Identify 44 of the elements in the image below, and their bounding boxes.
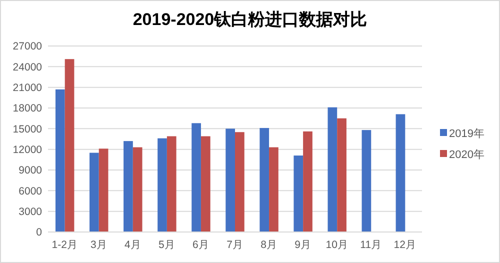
- y-tick-label: 21000: [12, 82, 42, 94]
- y-tick-label: 18000: [12, 102, 42, 115]
- bar: [64, 59, 74, 232]
- bar: [90, 152, 99, 232]
- chart-title: 2019-2020钛白粉进口数据对比: [132, 10, 368, 29]
- x-tick-label: 6月: [192, 239, 210, 251]
- bar: [328, 107, 338, 232]
- x-tick-label: 5月: [158, 239, 176, 251]
- y-tick-label: 3000: [18, 206, 42, 218]
- bar: [132, 147, 142, 232]
- y-tick-label: 12000: [12, 144, 42, 156]
- y-tick-label: 27000: [12, 40, 42, 53]
- y-tick-label: 6000: [18, 185, 42, 198]
- bar: [192, 123, 201, 232]
- bar: [294, 156, 304, 232]
- y-tick-label: 24000: [12, 61, 42, 74]
- bar: [166, 136, 176, 232]
- bar: [124, 141, 133, 232]
- bar: [235, 132, 244, 232]
- bar: [337, 118, 346, 232]
- bar: [158, 138, 167, 232]
- bar: [98, 148, 108, 232]
- bar: [226, 128, 235, 232]
- bar: [303, 131, 312, 232]
- bar: [396, 114, 406, 232]
- x-tick-label: 12月: [394, 239, 416, 251]
- x-tick-label: 8月: [260, 239, 278, 251]
- y-tick-label: 0: [36, 226, 42, 239]
- x-tick-label: 10月: [326, 239, 348, 251]
- x-tick-label: 7月: [226, 239, 244, 251]
- legend-label: 2020年: [449, 149, 484, 161]
- x-tick-label: 4月: [124, 239, 142, 251]
- bar: [269, 147, 278, 232]
- y-tick-label: 9000: [18, 164, 42, 177]
- bar: [55, 89, 65, 232]
- x-tick-label: 11月: [360, 239, 382, 251]
- x-tick-label: 1-2月: [52, 239, 78, 251]
- bar: [362, 130, 372, 232]
- bar: [200, 136, 210, 232]
- bar: [260, 128, 270, 232]
- x-tick-label: 9月: [294, 239, 312, 251]
- y-tick-label: 15000: [12, 123, 42, 136]
- x-tick-label: 3月: [90, 239, 108, 251]
- legend-label: 2019年: [449, 128, 484, 140]
